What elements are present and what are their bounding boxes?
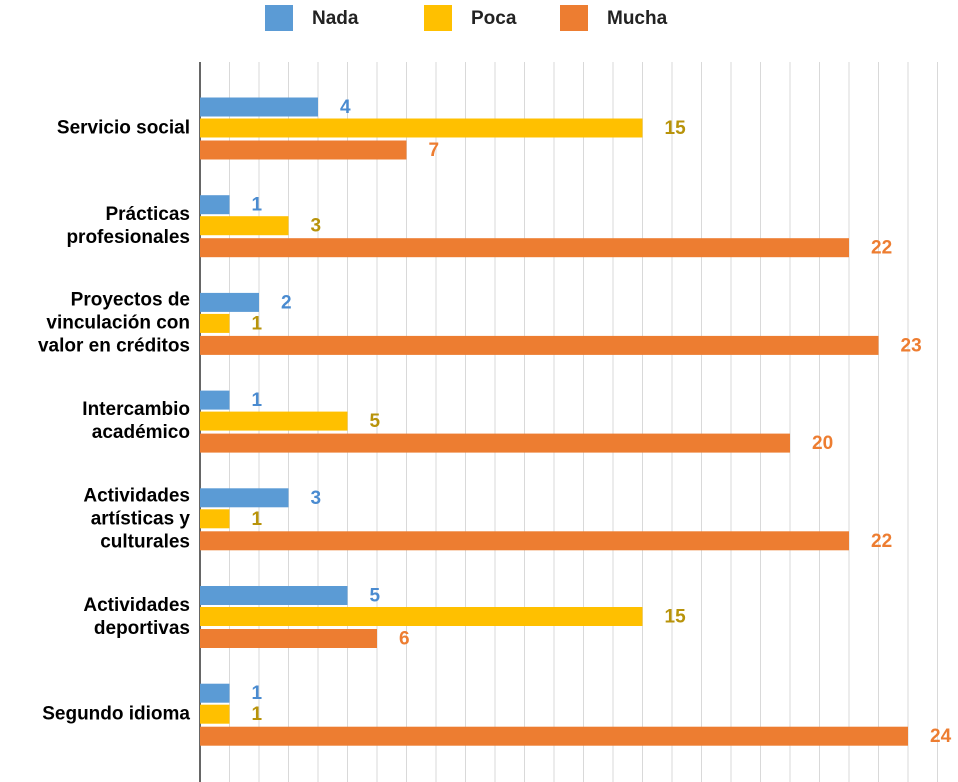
value-label: 7 <box>429 140 440 161</box>
value-label: 2 <box>281 292 292 313</box>
bar <box>200 488 289 508</box>
value-label: 1 <box>252 683 263 704</box>
bar <box>200 97 318 117</box>
legend-swatch <box>560 5 588 31</box>
value-label: 22 <box>871 238 892 259</box>
category-label: Actividades deportivas <box>83 594 190 639</box>
category-label: Segundo idioma <box>42 703 190 725</box>
bar <box>200 238 849 258</box>
value-label: 15 <box>665 607 687 628</box>
bar <box>200 195 230 215</box>
bar <box>200 313 230 333</box>
value-label: 5 <box>370 411 381 432</box>
value-label: 15 <box>665 118 687 139</box>
legend-swatch <box>424 5 452 31</box>
bar <box>200 683 230 703</box>
bar <box>200 292 259 312</box>
value-label: 6 <box>399 629 410 650</box>
bar <box>200 433 790 453</box>
value-label: 1 <box>252 704 263 725</box>
legend-label: Nada <box>312 8 359 29</box>
value-label: 1 <box>252 390 263 411</box>
bar <box>200 509 230 529</box>
bar <box>200 607 643 626</box>
value-label: 24 <box>930 726 952 747</box>
bar <box>200 629 377 648</box>
bar <box>200 531 849 551</box>
value-label: 4 <box>340 97 351 118</box>
value-label: 1 <box>252 195 263 216</box>
category-label: Prácticas profesionales <box>66 203 190 248</box>
value-label: 3 <box>311 216 322 237</box>
bar <box>200 140 407 160</box>
bar <box>200 335 879 355</box>
value-label: 1 <box>252 509 263 530</box>
bar <box>200 216 289 236</box>
bar <box>200 411 348 431</box>
bar <box>200 118 643 138</box>
value-label: 1 <box>252 313 263 334</box>
category-label: Actividades artísticas y culturales <box>83 485 190 553</box>
value-label: 3 <box>311 488 322 509</box>
value-label: 5 <box>370 586 381 607</box>
legend-label: Mucha <box>607 8 668 29</box>
bar <box>200 586 348 605</box>
value-label: 22 <box>871 531 892 552</box>
category-label: Intercambio académico <box>82 399 190 444</box>
bar <box>200 726 908 746</box>
bar <box>200 390 230 410</box>
legend-swatch <box>265 5 293 31</box>
legend-label: Poca <box>471 8 517 29</box>
value-label: 20 <box>812 433 833 454</box>
value-label: 23 <box>901 335 922 356</box>
category-label: Proyectos de vinculación con valor en cr… <box>37 289 190 357</box>
category-label: Servicio social <box>56 117 190 139</box>
bar <box>200 704 230 724</box>
